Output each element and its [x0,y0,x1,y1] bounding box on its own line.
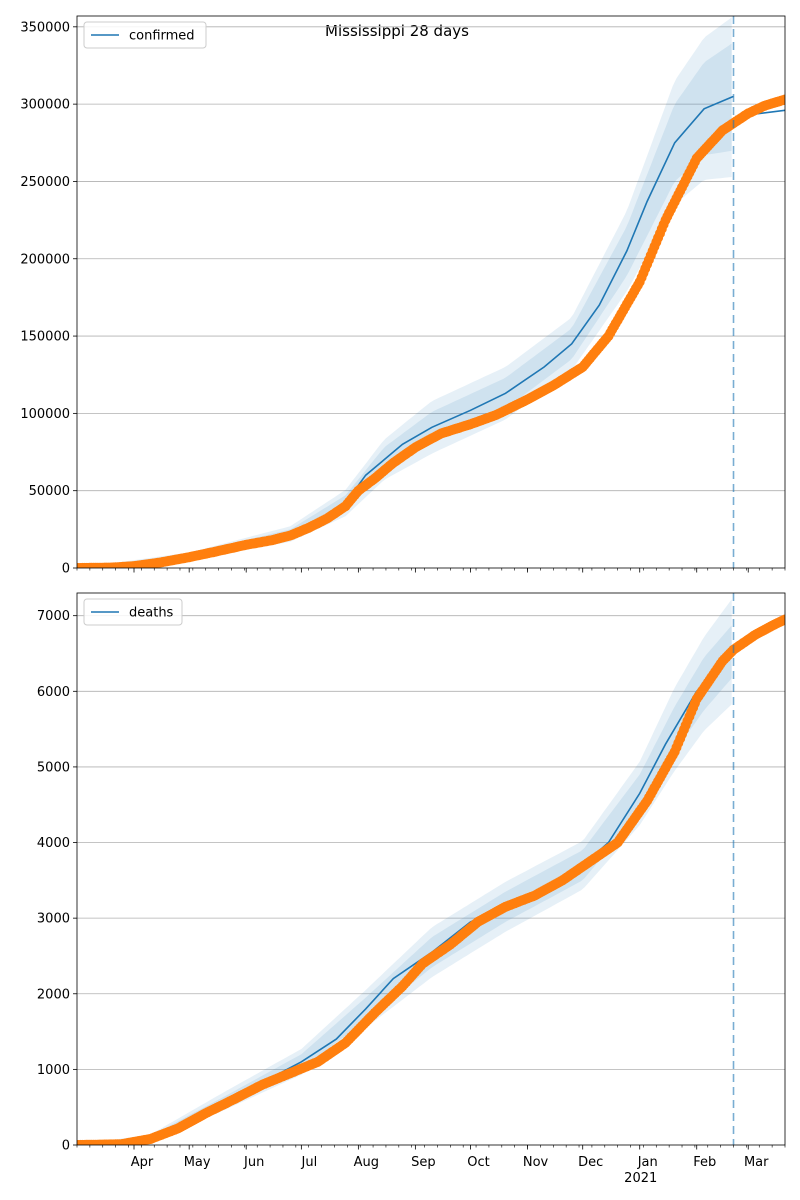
y-tick-label: 1000 [37,1063,70,1078]
legend-label: confirmed [129,29,195,44]
x-year-label: 2021 [624,1171,657,1186]
y-tick-label: 300000 [20,98,70,113]
x-tick-label: Nov [523,1155,549,1170]
x-tick-label: Sep [411,1155,436,1170]
y-tick-label: 250000 [20,175,70,190]
x-tick-label: May [184,1155,211,1170]
y-tick-label: 5000 [37,760,70,775]
y-tick-label: 0 [62,562,70,577]
y-tick-label: 200000 [20,252,70,267]
model-line [77,649,735,1145]
y-tick-label: 4000 [37,836,70,851]
observed-point [780,614,785,625]
plot-frame [76,15,786,569]
legend-box [83,598,183,626]
y-tick-label: 150000 [20,330,70,345]
legend-label: deaths [129,606,174,621]
chart-title: Mississippi 28 days [325,22,469,40]
x-tick-label: Jul [301,1155,318,1170]
x-tick-label: Jun [243,1155,264,1170]
x-tick-label: Jan [637,1155,658,1170]
x-tick-label: Dec [578,1155,603,1170]
uncertainty-band [77,599,732,1145]
x-tick-label: Apr [131,1155,154,1170]
legend: deaths [83,598,183,626]
legend-box [83,21,207,49]
x-tick-label: Aug [354,1155,379,1170]
uncertainty-band [77,43,732,568]
plot-area [77,16,785,568]
observed-series [77,614,785,1145]
uncertainty-band [77,625,732,1145]
plot-area [77,593,785,1145]
y-tick-label: 6000 [37,685,70,700]
model-line [77,95,734,568]
confirmed-panel: 0 50000 100000 150000 200000 250000 300000 3500… [20,15,786,577]
y-tick-label: 50000 [29,484,70,499]
deaths-panel: 0 1000 2000 3000 4000 5000 6000 7000 deaths [37,592,786,1154]
legend: confirmed [83,21,207,49]
x-tick-label: Mar [744,1155,769,1170]
y-tick-label: 0 [62,1139,70,1154]
y-tick-label: 7000 [37,609,70,624]
observed-point [780,94,785,105]
y-tick-label: 2000 [37,987,70,1002]
x-tick-label: Oct [467,1155,489,1170]
observed-series [77,94,785,568]
y-tick-label: 100000 [20,407,70,422]
plot-frame [76,592,786,1146]
x-axis-labels: Apr May Jun Jul Aug Sep Oct Nov Dec Jan Feb Mar 2021 [131,1155,769,1186]
y-tick-label: 3000 [37,912,70,927]
y-tick-label: 350000 [20,20,70,35]
x-tick-label: Feb [693,1155,716,1170]
